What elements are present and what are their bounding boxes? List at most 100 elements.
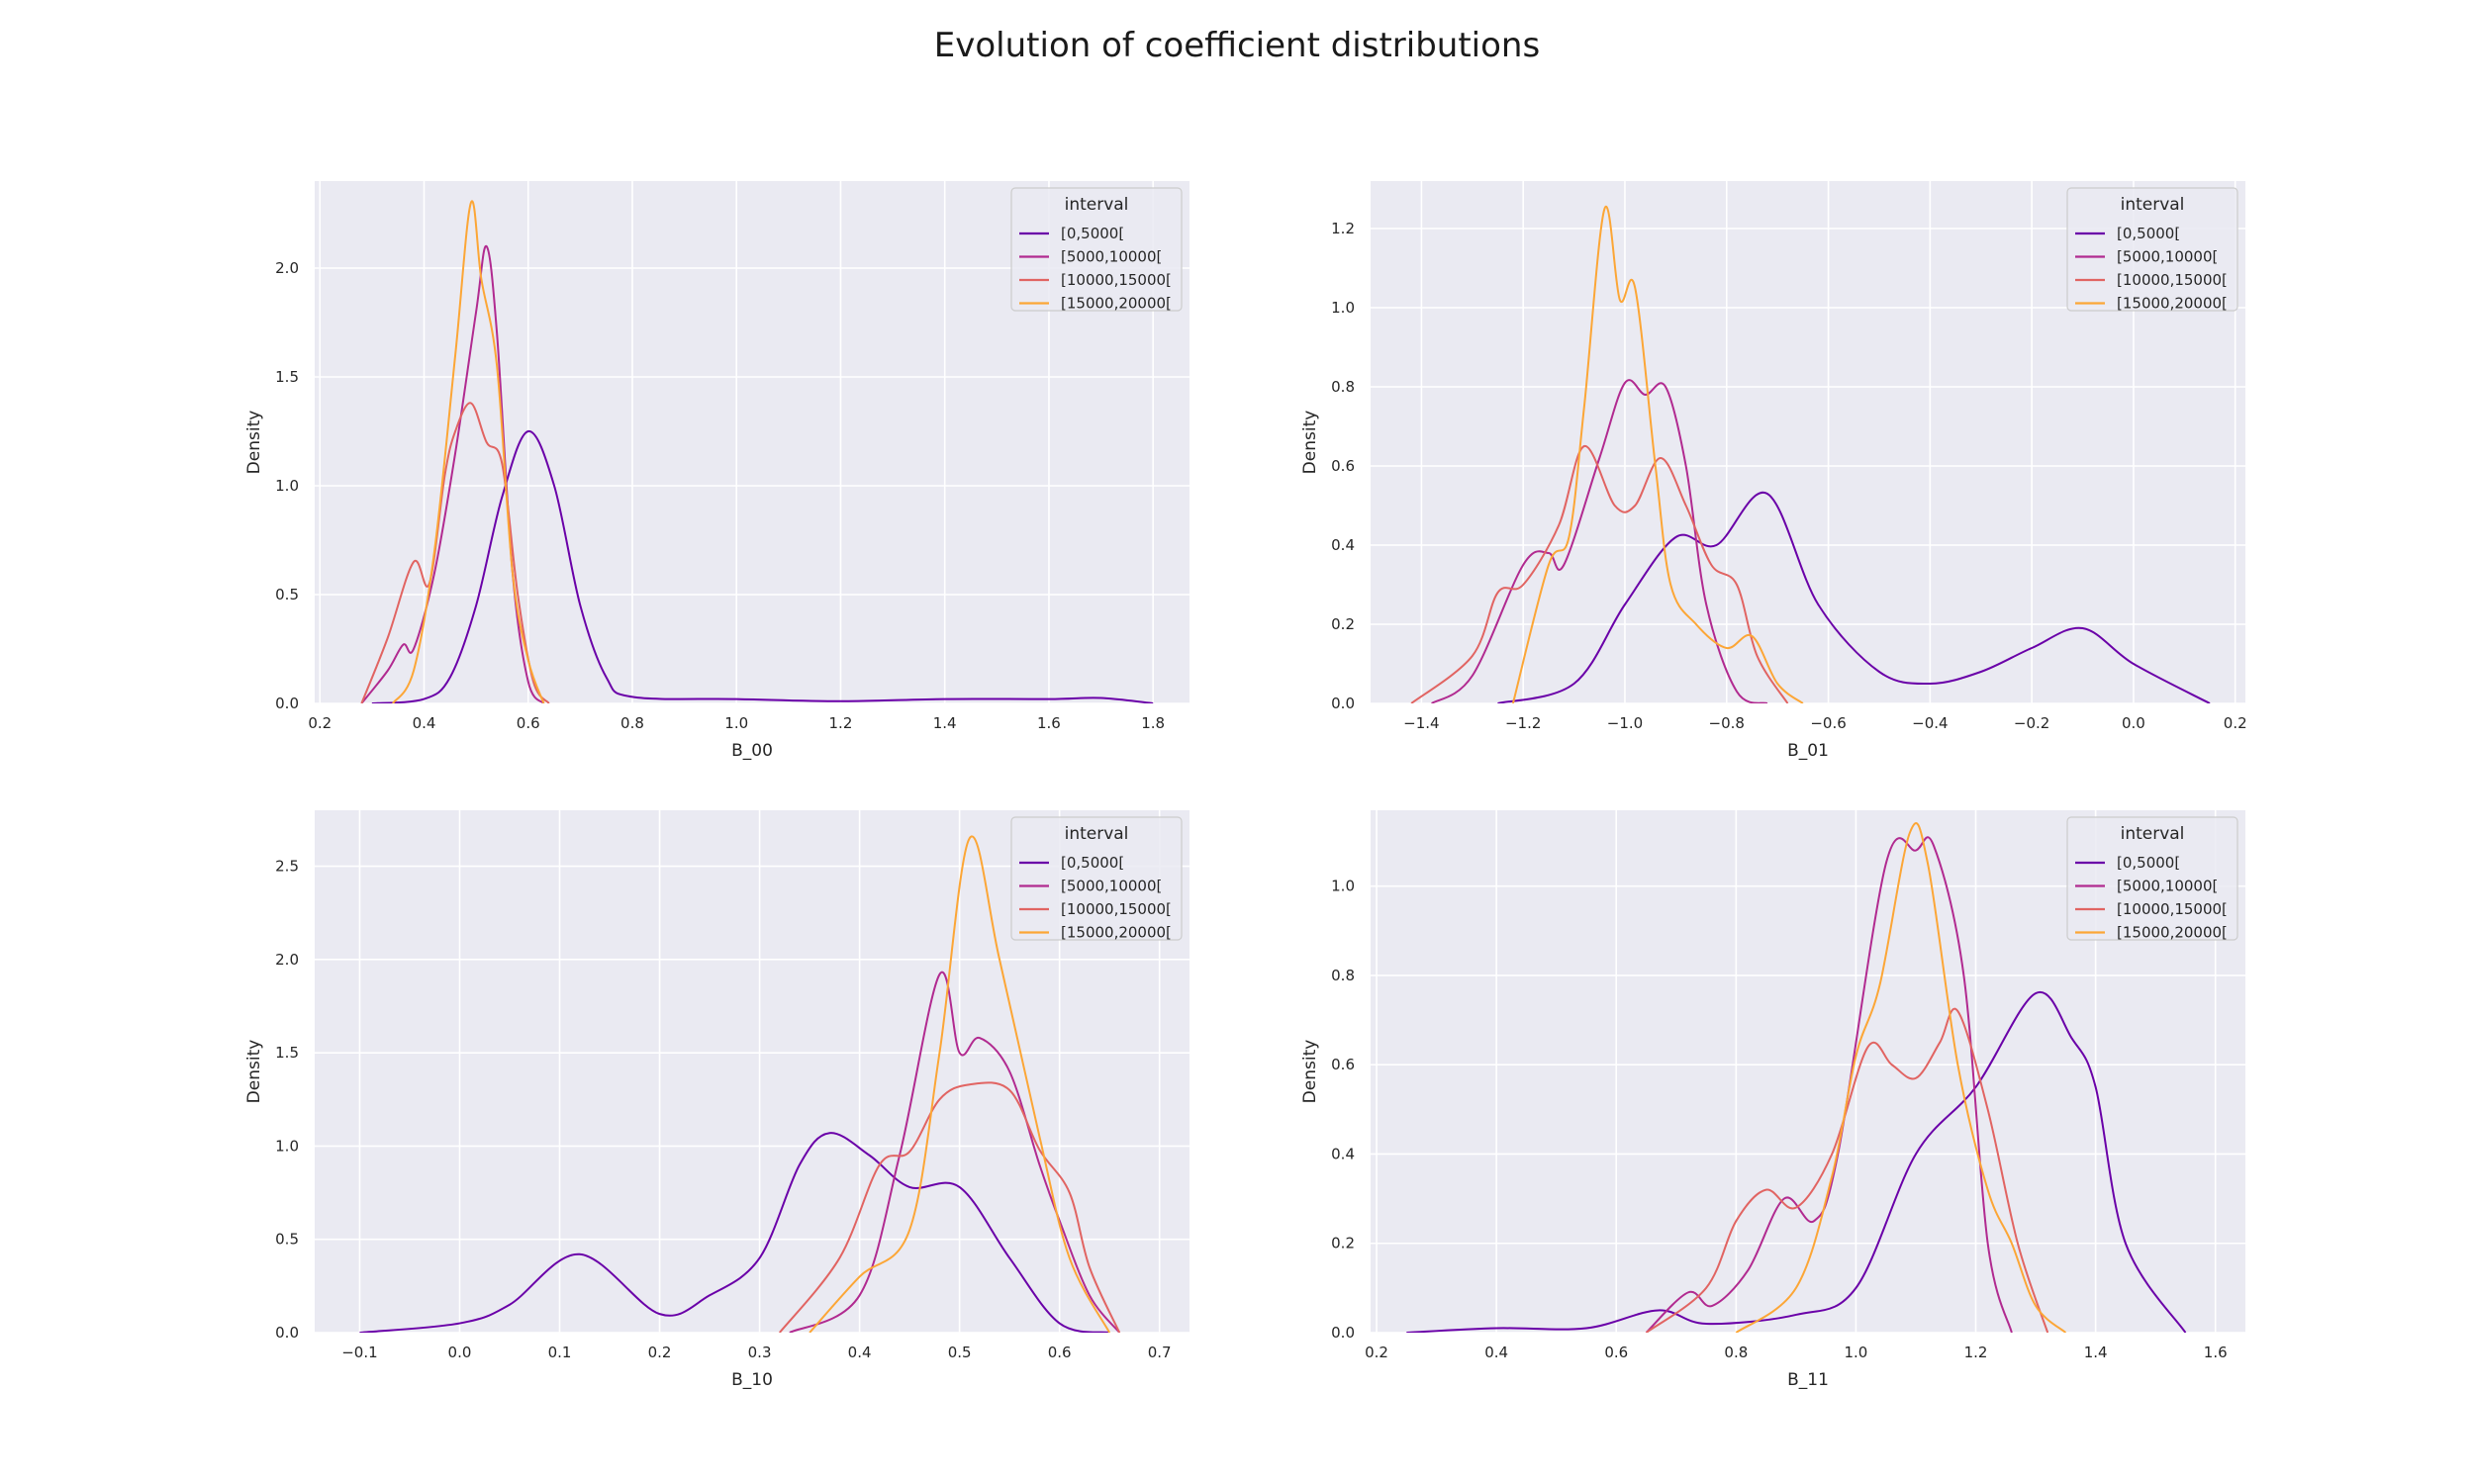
y-tick-label: 0.6 xyxy=(1331,1056,1355,1073)
x-tick-label: 1.0 xyxy=(724,714,748,732)
kde-curve-series-2 xyxy=(360,402,550,703)
legend-title: interval xyxy=(1065,824,1129,844)
y-tick-label: 1.5 xyxy=(275,1044,299,1062)
legend: interval [0,5000[[5000,10000[[10000,15000… xyxy=(2066,816,2238,942)
kde-curve-series-2 xyxy=(779,1081,1121,1333)
y-tick-label: 1.0 xyxy=(275,1137,299,1155)
figure-title: Evolution of coefficient distributions xyxy=(934,26,1540,65)
x-tick-label: 0.1 xyxy=(548,1344,572,1361)
legend-title: interval xyxy=(1065,195,1129,215)
y-tick-label: 1.5 xyxy=(275,368,299,386)
legend-title: interval xyxy=(2121,195,2185,215)
legend-frame xyxy=(2066,816,2238,941)
y-tick-label: 0.0 xyxy=(1331,695,1355,712)
x-tick-label: −0.6 xyxy=(1810,714,1846,732)
subplot-b-11: 0.2 0.4 0.6 0.8 1.0 1.2 1.4 1.6 0.0 0.2 0.4 0.6 0.8 1… xyxy=(1300,810,2245,1390)
x-tick-label: 1.6 xyxy=(1037,714,1061,732)
x-tick-label: 0.5 xyxy=(948,1344,972,1361)
y-tick-label: 2.5 xyxy=(275,858,299,876)
legend-entry-label: [0,5000[ xyxy=(2117,225,2180,242)
y-tick-label: 0.4 xyxy=(1331,1145,1355,1162)
x-tick-label: 0.0 xyxy=(448,1344,472,1361)
x-tick-label: −0.8 xyxy=(1709,714,1745,732)
x-axis-label: B_11 xyxy=(1787,1370,1829,1390)
x-tick-label: 1.0 xyxy=(1845,1344,1868,1361)
x-tick-label: 0.2 xyxy=(308,714,332,732)
legend-frame xyxy=(1010,187,1183,312)
y-tick-label: 0.2 xyxy=(1331,615,1355,633)
x-tick-label: 0.2 xyxy=(648,1344,672,1361)
legend-entry-label: [15000,20000[ xyxy=(2117,295,2228,313)
legend: interval [0,5000[[5000,10000[[10000,15000… xyxy=(2066,187,2238,313)
legend: interval [0,5000[ [5000,10000[ [10000,15000… xyxy=(1010,187,1183,313)
legend-entry-label: [0,5000[ xyxy=(1061,225,1124,242)
x-tick-label: 0.8 xyxy=(620,714,644,732)
kde-curve-series-2 xyxy=(1645,1007,2049,1333)
x-tick-label: 0.6 xyxy=(1604,1344,1628,1361)
x-tick-label: 0.0 xyxy=(2122,714,2145,732)
y-tick-label: 2.0 xyxy=(275,259,299,277)
x-tick-label: 1.2 xyxy=(1964,1344,1988,1361)
kde-curve-series-2 xyxy=(1410,445,1789,703)
x-tick-label: 0.4 xyxy=(413,714,436,732)
subplot-grid: 0.2 0.4 0.6 0.8 1.0 1.2 1.4 1.6 1.8 0.0 0.5 1.0 1.5 2… xyxy=(244,181,2247,1390)
legend-entry-label: [15000,20000[ xyxy=(1061,924,1172,942)
y-tick-label: 2.0 xyxy=(275,951,299,969)
kde-curve-series-3 xyxy=(1735,822,2067,1333)
legend-entry-label: [10000,15000[ xyxy=(1061,900,1172,918)
y-tick-label: 1.0 xyxy=(275,477,299,495)
legend-entry-label: [10000,15000[ xyxy=(1061,271,1172,289)
y-tick-label: 0.8 xyxy=(1331,378,1355,396)
legend-entry-label: [10000,15000[ xyxy=(2117,900,2228,918)
kde-curve-series-0 xyxy=(359,1132,1110,1333)
y-tick-label: 0.0 xyxy=(275,695,299,712)
legend-entry-label: [5000,10000[ xyxy=(2117,878,2218,895)
kde-curve-series-0 xyxy=(371,430,1154,703)
x-tick-label: 1.8 xyxy=(1141,714,1165,732)
kde-curve-series-0 xyxy=(1406,990,2187,1333)
y-tick-label: 1.2 xyxy=(1331,220,1355,237)
legend-entry-label: [15000,20000[ xyxy=(2117,924,2228,942)
x-tick-label: −0.1 xyxy=(341,1344,377,1361)
legend-title: interval xyxy=(2121,824,2185,844)
x-tick-label: −1.4 xyxy=(1403,714,1439,732)
y-tick-label: 0.5 xyxy=(275,586,299,603)
x-tick-label: 1.4 xyxy=(2084,1344,2108,1361)
x-tick-label: 0.6 xyxy=(1048,1344,1072,1361)
y-tick-label: 0.4 xyxy=(1331,536,1355,554)
kde-curve-series-1 xyxy=(789,971,1121,1333)
kde-curve-series-0 xyxy=(1497,491,2211,703)
legend-entry-label: [5000,10000[ xyxy=(2117,248,2218,266)
y-axis-label: Density xyxy=(244,1040,264,1104)
y-axis-label: Density xyxy=(1300,1040,1320,1104)
y-tick-label: 0.6 xyxy=(1331,457,1355,475)
y-axis-label: Density xyxy=(1300,411,1320,475)
kde-curve-series-3 xyxy=(809,835,1111,1333)
x-tick-label: 0.2 xyxy=(2224,714,2247,732)
legend-frame xyxy=(1010,816,1183,941)
x-tick-label: 0.2 xyxy=(1365,1344,1388,1361)
x-tick-label: 0.7 xyxy=(1148,1344,1172,1361)
x-tick-label: 1.4 xyxy=(933,714,957,732)
kde-curve-series-1 xyxy=(1431,379,1768,703)
y-tick-label: 0.2 xyxy=(1331,1235,1355,1252)
x-tick-label: −0.4 xyxy=(1912,714,1948,732)
legend-entry-label: [5000,10000[ xyxy=(1061,878,1162,895)
subplot-b-01: −1.4 −1.2 −1.0 −0.8 −0.6 −0.4 −0.2 0.0 0.2 0.0 0.2… xyxy=(1300,181,2247,761)
y-tick-label: 0.5 xyxy=(275,1231,299,1249)
x-tick-label: −1.2 xyxy=(1505,714,1541,732)
y-tick-label: 1.0 xyxy=(1331,299,1355,317)
legend-entry-label: [15000,20000[ xyxy=(1061,295,1172,313)
y-tick-label: 1.0 xyxy=(1331,878,1355,895)
y-axis-label: Density xyxy=(244,411,264,475)
legend-entry-label: [5000,10000[ xyxy=(1061,248,1162,266)
legend: interval [0,5000[ [5000,10000[ [10000,15000… xyxy=(1010,816,1183,942)
x-axis-label: B_01 xyxy=(1787,741,1829,761)
x-tick-label: 0.3 xyxy=(748,1344,772,1361)
x-tick-label: 0.4 xyxy=(1484,1344,1508,1361)
x-tick-label: 1.2 xyxy=(829,714,853,732)
x-axis-label: B_10 xyxy=(731,1370,773,1390)
x-tick-label: −1.0 xyxy=(1607,714,1643,732)
legend-entry-label: [0,5000[ xyxy=(1061,854,1124,872)
